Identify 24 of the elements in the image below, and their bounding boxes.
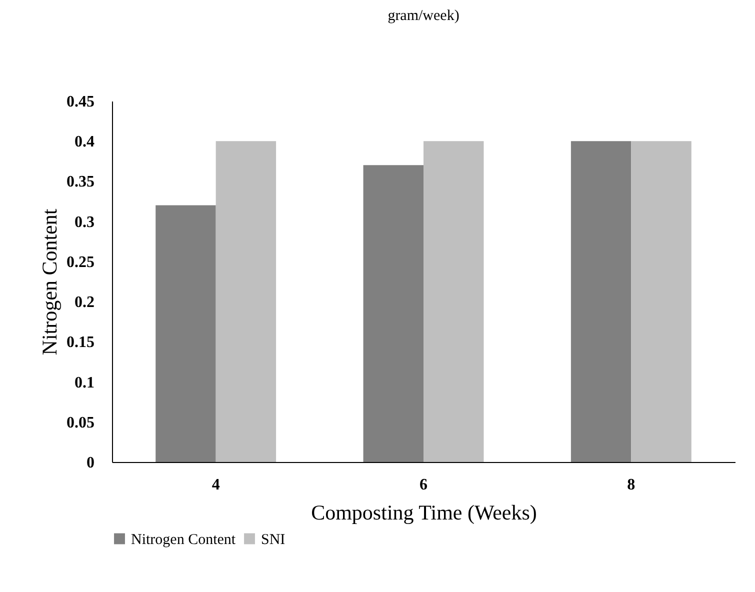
bar [363, 165, 424, 462]
y-tick-label: 0.15 [66, 334, 94, 352]
y-tick-label: 0.05 [66, 414, 94, 432]
y-tick-label: 0.45 [66, 94, 94, 110]
y-tick-label: 0.35 [66, 174, 94, 191]
bar [424, 141, 484, 462]
bar [156, 205, 216, 462]
x-tick-label: 6 [420, 476, 428, 494]
y-tick-label: 0.1 [74, 374, 94, 392]
legend-label: Nitrogen Content [131, 532, 236, 548]
x-tick-label: 4 [212, 476, 220, 494]
x-axis-title: Composting Time (Weeks) [311, 500, 537, 524]
y-tick-label: 0.3 [74, 214, 94, 231]
x-tick-label: 8 [627, 476, 636, 494]
bar [631, 141, 692, 462]
y-tick-label: 0.2 [74, 294, 94, 312]
y-tick-label: 0 [86, 454, 94, 472]
legend-label: SNI [261, 532, 286, 548]
y-axis-title: Nitrogen Content [38, 208, 62, 356]
bar [216, 141, 276, 462]
y-tick-label: 0.25 [66, 254, 94, 271]
bar [570, 141, 632, 462]
y-tick-label: 0.4 [74, 134, 94, 151]
chart-title: gram/week) [388, 8, 460, 24]
